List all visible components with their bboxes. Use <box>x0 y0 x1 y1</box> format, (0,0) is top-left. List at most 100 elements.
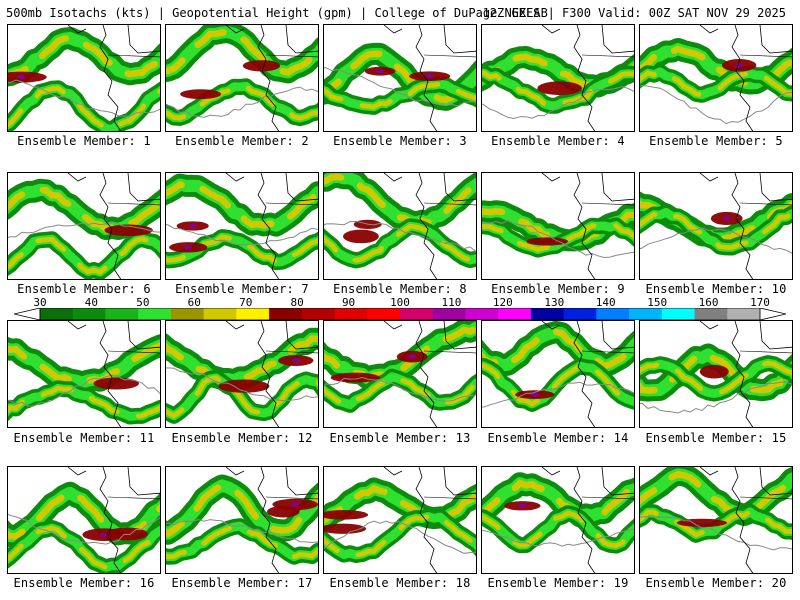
legend-tick-label: 60 <box>187 296 201 309</box>
jet-stream-max <box>640 360 792 396</box>
country-border <box>265 54 318 58</box>
ensemble-member-label: Ensemble Member: 11 <box>13 431 155 445</box>
jet-stream-max <box>482 363 634 407</box>
jet-stream-max <box>324 323 476 383</box>
ensemble-member-label: Ensemble Member: 8 <box>333 282 467 296</box>
country-border <box>581 350 634 354</box>
jet-stream-max <box>324 81 476 110</box>
legend-swatch <box>367 308 401 320</box>
country-border <box>423 54 476 58</box>
jet-stream-max <box>482 328 634 370</box>
ensemble-map-panel <box>165 466 319 574</box>
ensemble-member-label: Ensemble Member: 12 <box>171 431 313 445</box>
ensemble-member-label: Ensemble Member: 4 <box>491 134 625 148</box>
legend-tick-label: 170 <box>750 296 770 309</box>
legend-swatch <box>40 308 74 320</box>
jet-max-region <box>537 81 582 96</box>
country-border <box>265 202 318 206</box>
isotach-map <box>8 321 160 427</box>
jet-stream-max <box>166 523 318 560</box>
ensemble-map-panel <box>323 24 477 132</box>
legend-swatch <box>530 308 565 320</box>
jet-max-region <box>324 523 367 534</box>
coastline <box>225 467 318 573</box>
coastline <box>541 173 634 279</box>
isotach-map <box>324 173 476 279</box>
country-border <box>581 496 634 500</box>
ensemble-member-label: Ensemble Member: 15 <box>645 431 787 445</box>
legend-swatch <box>727 308 761 320</box>
legend-color-bar <box>14 308 786 320</box>
isotach-map <box>640 173 792 279</box>
chart-title: 500mb Isotachs (kts) | Geopotential Heig… <box>6 6 548 20</box>
ensemble-map-panel <box>165 320 319 428</box>
country-border <box>739 54 792 58</box>
jet-stream-max <box>640 209 792 250</box>
country-border <box>107 54 160 58</box>
legend-swatch <box>170 308 205 320</box>
country-border <box>581 54 634 58</box>
height-contour <box>324 376 476 402</box>
jet-max-region <box>242 60 281 72</box>
country-border <box>265 496 318 500</box>
isotach-map <box>640 467 792 573</box>
ensemble-member-label: Ensemble Member: 14 <box>487 431 629 445</box>
legend-arrow-right <box>759 308 786 320</box>
ensemble-member-label: Ensemble Member: 19 <box>487 576 629 590</box>
legend-swatch <box>465 308 499 320</box>
jet-stream-max <box>482 222 634 253</box>
jet-stream-max <box>166 28 318 76</box>
country-border <box>739 350 792 354</box>
coastline <box>225 321 318 427</box>
height-contour <box>482 528 634 547</box>
ensemble-map-panel <box>323 172 477 280</box>
jet-stream-max <box>640 69 792 98</box>
jet-stream-max <box>482 70 634 109</box>
isotach-map <box>8 467 160 573</box>
ensemble-map-panel <box>481 466 635 574</box>
legend-tick-label: 130 <box>544 296 565 309</box>
legend-tick-label: 70 <box>239 296 253 309</box>
legend-tick-label: 30 <box>33 296 47 309</box>
coastline <box>67 467 160 573</box>
legend-tick-label: 40 <box>84 296 99 309</box>
ensemble-map-panel <box>323 320 477 428</box>
jet-stream-max <box>166 335 318 384</box>
jet-core-region <box>735 63 744 68</box>
jet-stream-max <box>166 375 318 419</box>
country-border <box>581 202 634 206</box>
legend-swatch <box>563 308 597 320</box>
jet-core-region <box>99 532 108 537</box>
ensemble-map-panel <box>639 24 793 132</box>
legend-swatch <box>301 308 336 320</box>
isotach-map <box>166 25 318 131</box>
jet-core-region <box>291 502 300 507</box>
legend-tick-label: 120 <box>492 296 513 309</box>
jet-stream-max <box>166 83 318 121</box>
coastline <box>67 321 160 427</box>
legend-swatch <box>105 308 139 320</box>
jet-stream-max <box>640 509 792 538</box>
legend-swatch <box>694 308 728 320</box>
height-contour <box>640 84 792 125</box>
height-contour <box>166 519 318 544</box>
ensemble-map-panel <box>481 172 635 280</box>
legend-swatch <box>269 308 303 320</box>
ensemble-map-panel <box>639 466 793 574</box>
isotach-map <box>8 173 160 279</box>
ensemble-map-panel <box>7 172 161 280</box>
jet-stream-max <box>8 236 160 275</box>
jet-max-region <box>699 364 729 379</box>
country-border <box>265 350 318 354</box>
jet-max-region <box>106 527 148 541</box>
legend-tick-label: 100 <box>390 296 410 309</box>
jet-max-region <box>330 372 380 383</box>
coastline <box>383 173 476 279</box>
jet-stream-max <box>482 510 634 549</box>
isotach-map <box>640 25 792 131</box>
ensemble-member-label: Ensemble Member: 6 <box>17 282 151 296</box>
jet-stream-max <box>8 489 160 540</box>
legend-swatch <box>400 308 434 320</box>
ensemble-member-label: Ensemble Member: 17 <box>171 576 313 590</box>
jet-stream-max <box>8 525 160 570</box>
